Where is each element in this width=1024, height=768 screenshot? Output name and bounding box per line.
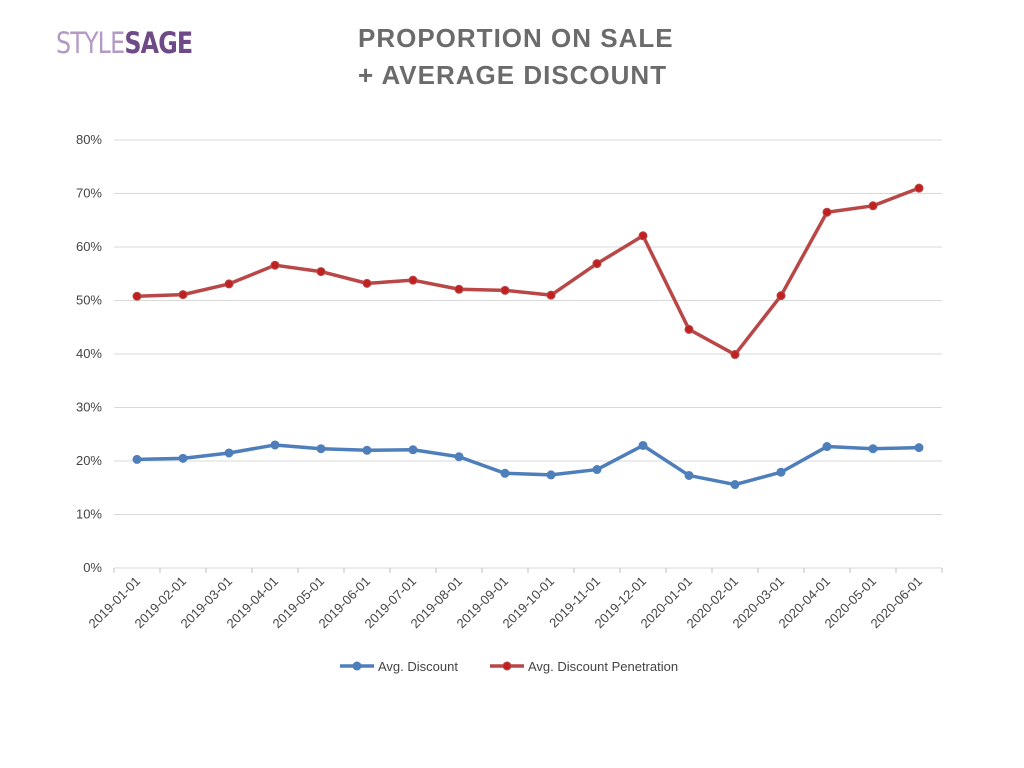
series-2-point <box>500 285 510 295</box>
legend-label: Avg. Discount Penetration <box>528 659 678 674</box>
logo-part1: STYLE <box>56 26 125 60</box>
series-1-point <box>868 444 878 454</box>
series-2-point <box>822 207 832 217</box>
series-2-point <box>270 260 280 270</box>
series-2-point <box>178 290 188 300</box>
title-line1: PROPORTION ON SALE <box>358 23 674 53</box>
grid-layer <box>113 139 943 573</box>
series-1-point <box>270 440 280 450</box>
series-1-point <box>132 454 142 464</box>
y-tick-label: 60% <box>76 239 102 254</box>
y-axis-ticks: 0% 10% 20% 30% 40% 50% 60% 70% 80% <box>76 132 102 575</box>
series-1-point <box>316 444 326 454</box>
series-2-point <box>362 278 372 288</box>
y-tick-label: 40% <box>76 346 102 361</box>
series-1-point <box>454 452 464 462</box>
series-2-point <box>132 291 142 301</box>
series-2-point <box>454 284 464 294</box>
series-1-point <box>224 448 234 458</box>
series-2-point <box>914 183 924 193</box>
series-2-point <box>408 275 418 285</box>
series-1-point <box>776 467 786 477</box>
legend: Avg. Discount Avg. Discount Penetration <box>340 659 678 674</box>
series-1-point <box>822 442 832 452</box>
x-axis-ticks: 2019-01-012019-02-012019-03-012019-04-01… <box>85 574 925 632</box>
series-1-point <box>178 453 188 463</box>
logo-part2: SAGE <box>124 26 193 60</box>
series-2-point <box>592 259 602 269</box>
series-1-point <box>362 445 372 455</box>
series-2-point <box>638 231 648 241</box>
series-line-1 <box>135 443 921 487</box>
series-2-point <box>316 267 326 277</box>
series-1-point <box>684 470 694 480</box>
y-tick-label: 0% <box>83 560 102 575</box>
series-2-point <box>546 290 556 300</box>
series-2-point <box>776 291 786 301</box>
y-tick-label: 50% <box>76 293 102 308</box>
series-1-point <box>638 440 648 450</box>
y-tick-label: 70% <box>76 186 102 201</box>
stylesage-logo: STYLESAGE <box>56 26 193 60</box>
legend-marker <box>502 661 512 671</box>
legend-marker <box>352 661 362 671</box>
y-tick-label: 10% <box>76 507 102 522</box>
series-1-point <box>546 470 556 480</box>
series-2-point <box>224 279 234 289</box>
series-1-point <box>592 465 602 475</box>
y-tick-label: 80% <box>76 132 102 147</box>
series-1-point <box>500 468 510 478</box>
title-line2: + AVERAGE DISCOUNT <box>358 60 668 90</box>
series-layer <box>132 183 924 490</box>
y-tick-label: 30% <box>76 400 102 415</box>
legend-label: Avg. Discount <box>378 659 458 674</box>
series-1-point <box>914 443 924 453</box>
series-2-point <box>730 350 740 360</box>
series-2-point <box>684 324 694 334</box>
series-line-2 <box>135 186 921 357</box>
series-2-point <box>868 201 878 211</box>
page-title: PROPORTION ON SALE + AVERAGE DISCOUNT <box>358 20 674 94</box>
series-1-point <box>408 445 418 455</box>
series-1-point <box>730 480 740 490</box>
y-tick-label: 20% <box>76 453 102 468</box>
